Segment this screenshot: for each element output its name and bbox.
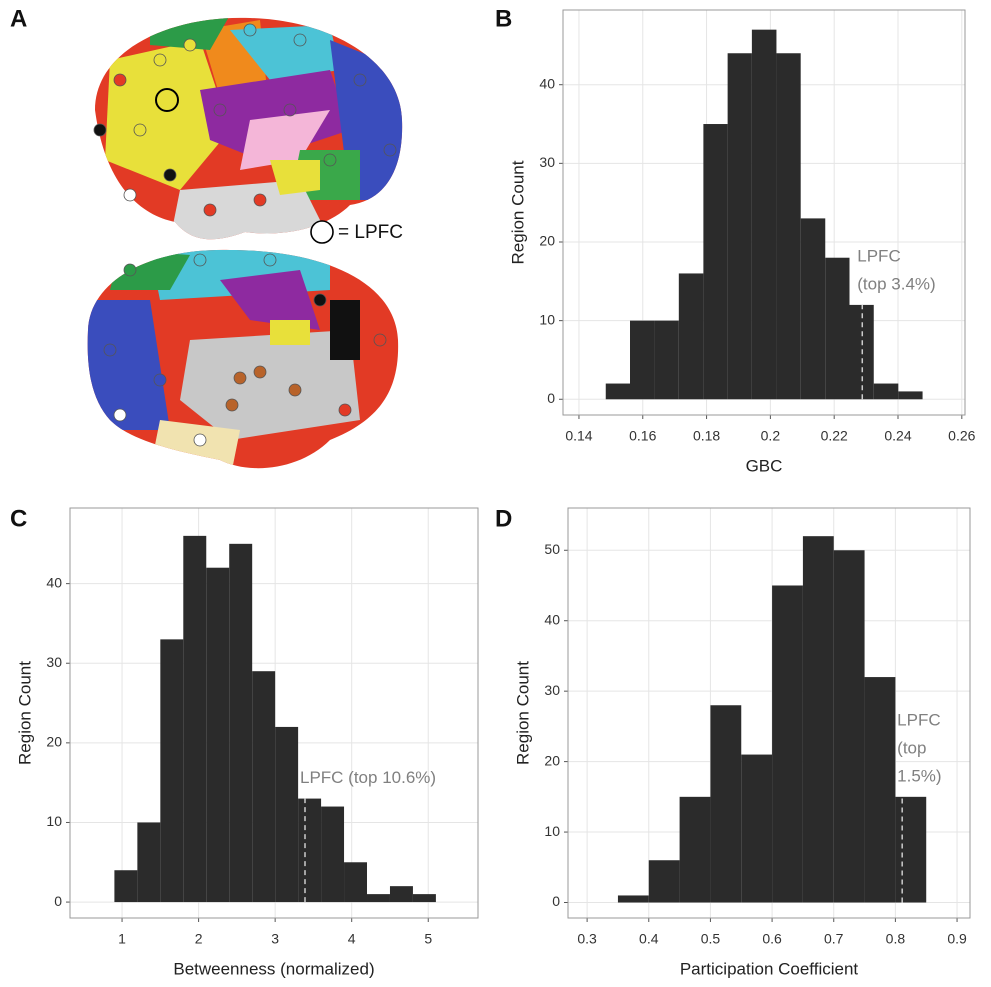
lpfc-marker xyxy=(155,88,179,112)
bar xyxy=(772,585,803,903)
x-tick-label: 0.16 xyxy=(629,428,656,444)
annotation-text: LPFC xyxy=(857,246,900,265)
x-axis-title: Participation Coefficient xyxy=(680,959,859,978)
bar xyxy=(160,639,184,903)
bar xyxy=(800,218,826,400)
y-tick-label: 20 xyxy=(544,752,560,768)
panel-label: B xyxy=(495,5,512,32)
y-tick-label: 0 xyxy=(547,390,555,406)
bar xyxy=(678,273,704,400)
y-tick-label: 30 xyxy=(46,654,62,670)
y-axis-title: Region Count xyxy=(508,160,527,264)
y-axis-title: Region Count xyxy=(15,661,34,765)
annotation-text: (top xyxy=(897,738,926,757)
x-tick-label: 2 xyxy=(195,931,203,947)
x-tick-label: 0.14 xyxy=(565,428,592,444)
y-tick-label: 40 xyxy=(539,75,555,91)
bar xyxy=(873,383,899,400)
bar xyxy=(898,391,923,400)
bar xyxy=(183,535,207,903)
bar xyxy=(605,383,630,400)
plot-border xyxy=(562,9,966,416)
y-tick-label: 20 xyxy=(46,734,62,750)
annotation-text: LPFC (top 10.6%) xyxy=(300,768,436,787)
x-tick-label: 5 xyxy=(424,931,432,947)
bar xyxy=(206,567,230,903)
x-axis-title: GBC xyxy=(746,456,783,475)
x-tick-label: 0.24 xyxy=(884,428,911,444)
bar xyxy=(321,806,345,903)
bar xyxy=(727,53,752,400)
legend-label: = LPFC xyxy=(338,222,403,243)
x-tick-label: 0.22 xyxy=(821,428,848,444)
bar xyxy=(648,860,680,903)
bar xyxy=(710,705,742,903)
bar xyxy=(412,894,436,903)
bar xyxy=(679,796,711,903)
brain-lateral xyxy=(95,17,403,240)
x-tick-label: 0.7 xyxy=(824,931,844,947)
bar xyxy=(802,536,834,903)
annotation-text: 1.5%) xyxy=(897,766,941,785)
x-tick-label: 4 xyxy=(348,931,356,947)
bar xyxy=(833,550,865,903)
x-axis-title: Betweenness (normalized) xyxy=(173,959,374,978)
x-tick-label: 0.18 xyxy=(693,428,720,444)
bar xyxy=(741,754,773,903)
x-tick-label: 0.9 xyxy=(947,931,967,947)
x-tick-label: 0.3 xyxy=(577,931,597,947)
annotation-text: LPFC xyxy=(897,710,940,729)
y-tick-label: 40 xyxy=(544,611,560,627)
panel-label: A xyxy=(10,5,27,32)
x-tick-label: 0.8 xyxy=(886,931,906,947)
y-tick-label: 20 xyxy=(539,233,555,249)
bar xyxy=(252,671,276,903)
y-tick-label: 10 xyxy=(539,311,555,327)
y-tick-label: 50 xyxy=(544,541,560,557)
bar xyxy=(114,870,138,903)
panel-label: D xyxy=(495,505,512,532)
panel-label: C xyxy=(10,505,27,532)
bar xyxy=(654,320,679,400)
bar xyxy=(298,798,322,903)
y-axis-title: Region Count xyxy=(513,661,532,765)
plot-border xyxy=(69,507,479,919)
bar xyxy=(895,796,927,903)
y-tick-label: 10 xyxy=(46,813,62,829)
bar xyxy=(617,895,649,903)
x-tick-label: 0.5 xyxy=(701,931,721,947)
annotation-text: (top 3.4%) xyxy=(857,274,935,293)
brain-nodes xyxy=(93,23,397,447)
x-tick-label: 0.2 xyxy=(761,428,781,444)
bar xyxy=(825,257,850,400)
bar xyxy=(703,124,728,400)
x-tick-label: 0.4 xyxy=(639,931,659,947)
y-tick-label: 30 xyxy=(539,154,555,170)
y-tick-label: 40 xyxy=(46,574,62,590)
bar xyxy=(751,29,777,400)
bar xyxy=(229,543,253,903)
bar xyxy=(367,894,390,903)
bar xyxy=(776,53,801,400)
brain-medial xyxy=(87,249,399,469)
y-tick-label: 0 xyxy=(54,893,62,909)
legend-symbol xyxy=(310,220,334,244)
x-tick-label: 3 xyxy=(271,931,279,947)
y-tick-label: 10 xyxy=(544,823,560,839)
bar xyxy=(137,822,161,903)
plot-border xyxy=(567,507,971,919)
bar xyxy=(275,726,299,903)
x-tick-label: 0.26 xyxy=(948,428,975,444)
x-tick-label: 1 xyxy=(118,931,126,947)
bar xyxy=(344,862,368,903)
x-tick-label: 0.6 xyxy=(762,931,782,947)
y-tick-label: 0 xyxy=(552,893,560,909)
y-tick-label: 30 xyxy=(544,682,560,698)
bar xyxy=(630,320,655,400)
bar xyxy=(389,886,413,903)
bar xyxy=(864,677,896,903)
